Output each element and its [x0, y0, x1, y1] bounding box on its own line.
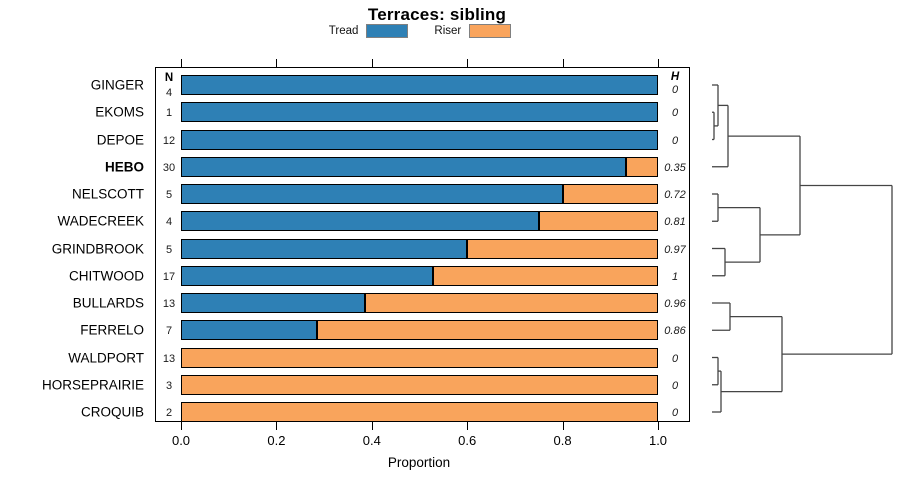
x-tick [658, 422, 659, 430]
x-tick [276, 422, 278, 430]
legend-label-tread: Tread [328, 25, 359, 37]
n-value: 7 [165, 325, 173, 338]
bar-tread-chitwood [181, 265, 433, 286]
row-label-horseprairie: HORSEPRAIRIE [41, 377, 144, 393]
riser-color-swatch [469, 24, 512, 38]
x-tick-label: 0.6 [458, 433, 477, 448]
bar-riser-wadecreek [539, 211, 658, 232]
x-tick-label: 0.2 [267, 433, 286, 448]
h-value: 0.96 [664, 298, 686, 310]
x-tick-top [658, 59, 659, 67]
bar-tread-wadecreek [181, 211, 539, 232]
n-value: 4 [165, 216, 173, 229]
x-tick-top [181, 59, 182, 67]
h-value: 0.81 [664, 216, 686, 229]
x-tick-label: 0.8 [553, 433, 572, 448]
bar-riser-nelscott [563, 184, 658, 204]
legend-item-riser: Riser [434, 24, 512, 38]
bar-riser-bullards [365, 293, 658, 313]
row-label-wadecreek: WADECREEK [57, 213, 144, 229]
x-tick-top [371, 59, 373, 67]
row-label-bullards: BULLARDS [72, 295, 144, 311]
row-label-ekoms: EKOMS [95, 104, 144, 120]
n-value: 2 [165, 407, 173, 419]
row-label-chitwood: CHITWOOD [69, 268, 144, 284]
row-label-hebo: HEBO [104, 159, 144, 175]
h-value: 0 [671, 379, 679, 392]
x-tick-top [562, 59, 564, 67]
x-tick [562, 422, 564, 430]
row-label-ginger: GINGER [90, 77, 144, 93]
bar-tread-ferrelo [181, 320, 317, 341]
bar-riser-grindbrook [467, 238, 658, 259]
bar-riser-ferrelo [317, 320, 658, 341]
h-value: 0 [671, 84, 679, 96]
n-value: 13 [162, 298, 176, 310]
bar-tread-grindbrook [181, 238, 467, 259]
row-label-ferrelo: FERRELO [80, 322, 144, 338]
h-value: 0 [671, 407, 679, 419]
row-label-croquib: CROQUIB [80, 404, 144, 420]
n-value: 13 [162, 352, 176, 365]
x-tick-top [467, 59, 469, 67]
n-value: 1 [165, 107, 173, 120]
bar-riser-croquib [181, 402, 658, 422]
bar-riser-horseprairie [181, 374, 658, 395]
bar-riser-chitwood [433, 265, 658, 286]
x-tick-label: 0.4 [362, 433, 381, 448]
bar-riser-hebo [626, 156, 658, 177]
n-column-header: N [164, 72, 174, 84]
n-value: 3 [165, 379, 173, 392]
row-label-grindbrook: GRINDBROOK [51, 241, 144, 256]
bar-tread-depoe [181, 129, 658, 150]
bar-riser-waldport [181, 347, 658, 368]
row-label-waldport: WALDPORT [68, 350, 144, 365]
legend-item-tread: Tread [329, 24, 409, 38]
h-value: 0 [671, 352, 679, 365]
h-value: 0.86 [664, 325, 686, 338]
chart-title: Terraces: sibling [367, 5, 507, 24]
n-value: 17 [162, 270, 176, 283]
h-value: 0.97 [664, 243, 686, 256]
x-tick-label: 1.0 [648, 433, 668, 448]
h-value: 0.72 [664, 189, 686, 201]
bar-tread-ekoms [181, 102, 658, 123]
h-column-header: H [670, 71, 680, 83]
n-value: 30 [162, 161, 176, 174]
legend: Tread Riser [0, 24, 840, 38]
bar-tread-bullards [181, 293, 365, 313]
x-tick-top [276, 59, 278, 67]
n-value: 12 [162, 134, 176, 147]
h-value: 0 [671, 134, 679, 147]
n-value: 4 [165, 87, 173, 99]
x-tick [181, 422, 182, 430]
h-value: 0.35 [664, 161, 686, 174]
row-label-nelscott: NELSCOTT [71, 186, 144, 202]
x-tick [467, 422, 469, 430]
x-tick [371, 422, 373, 430]
row-label-depoe: DEPOE [96, 132, 144, 147]
n-value: 5 [165, 243, 173, 256]
n-value: 5 [165, 189, 173, 201]
legend-label-riser: Riser [434, 25, 462, 37]
bar-tread-ginger [181, 75, 658, 95]
bar-tread-hebo [181, 156, 626, 177]
h-value: 1 [671, 270, 679, 283]
tread-color-swatch [366, 24, 409, 38]
h-value: 0 [671, 107, 679, 120]
x-axis-title: Proportion [387, 455, 451, 470]
bar-tread-nelscott [181, 184, 563, 204]
x-tick-label: 0.0 [171, 433, 191, 448]
